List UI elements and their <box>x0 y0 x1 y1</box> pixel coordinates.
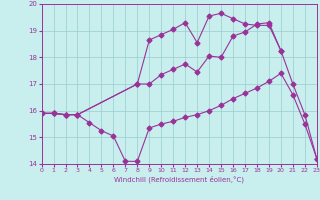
X-axis label: Windchill (Refroidissement éolien,°C): Windchill (Refroidissement éolien,°C) <box>114 176 244 183</box>
